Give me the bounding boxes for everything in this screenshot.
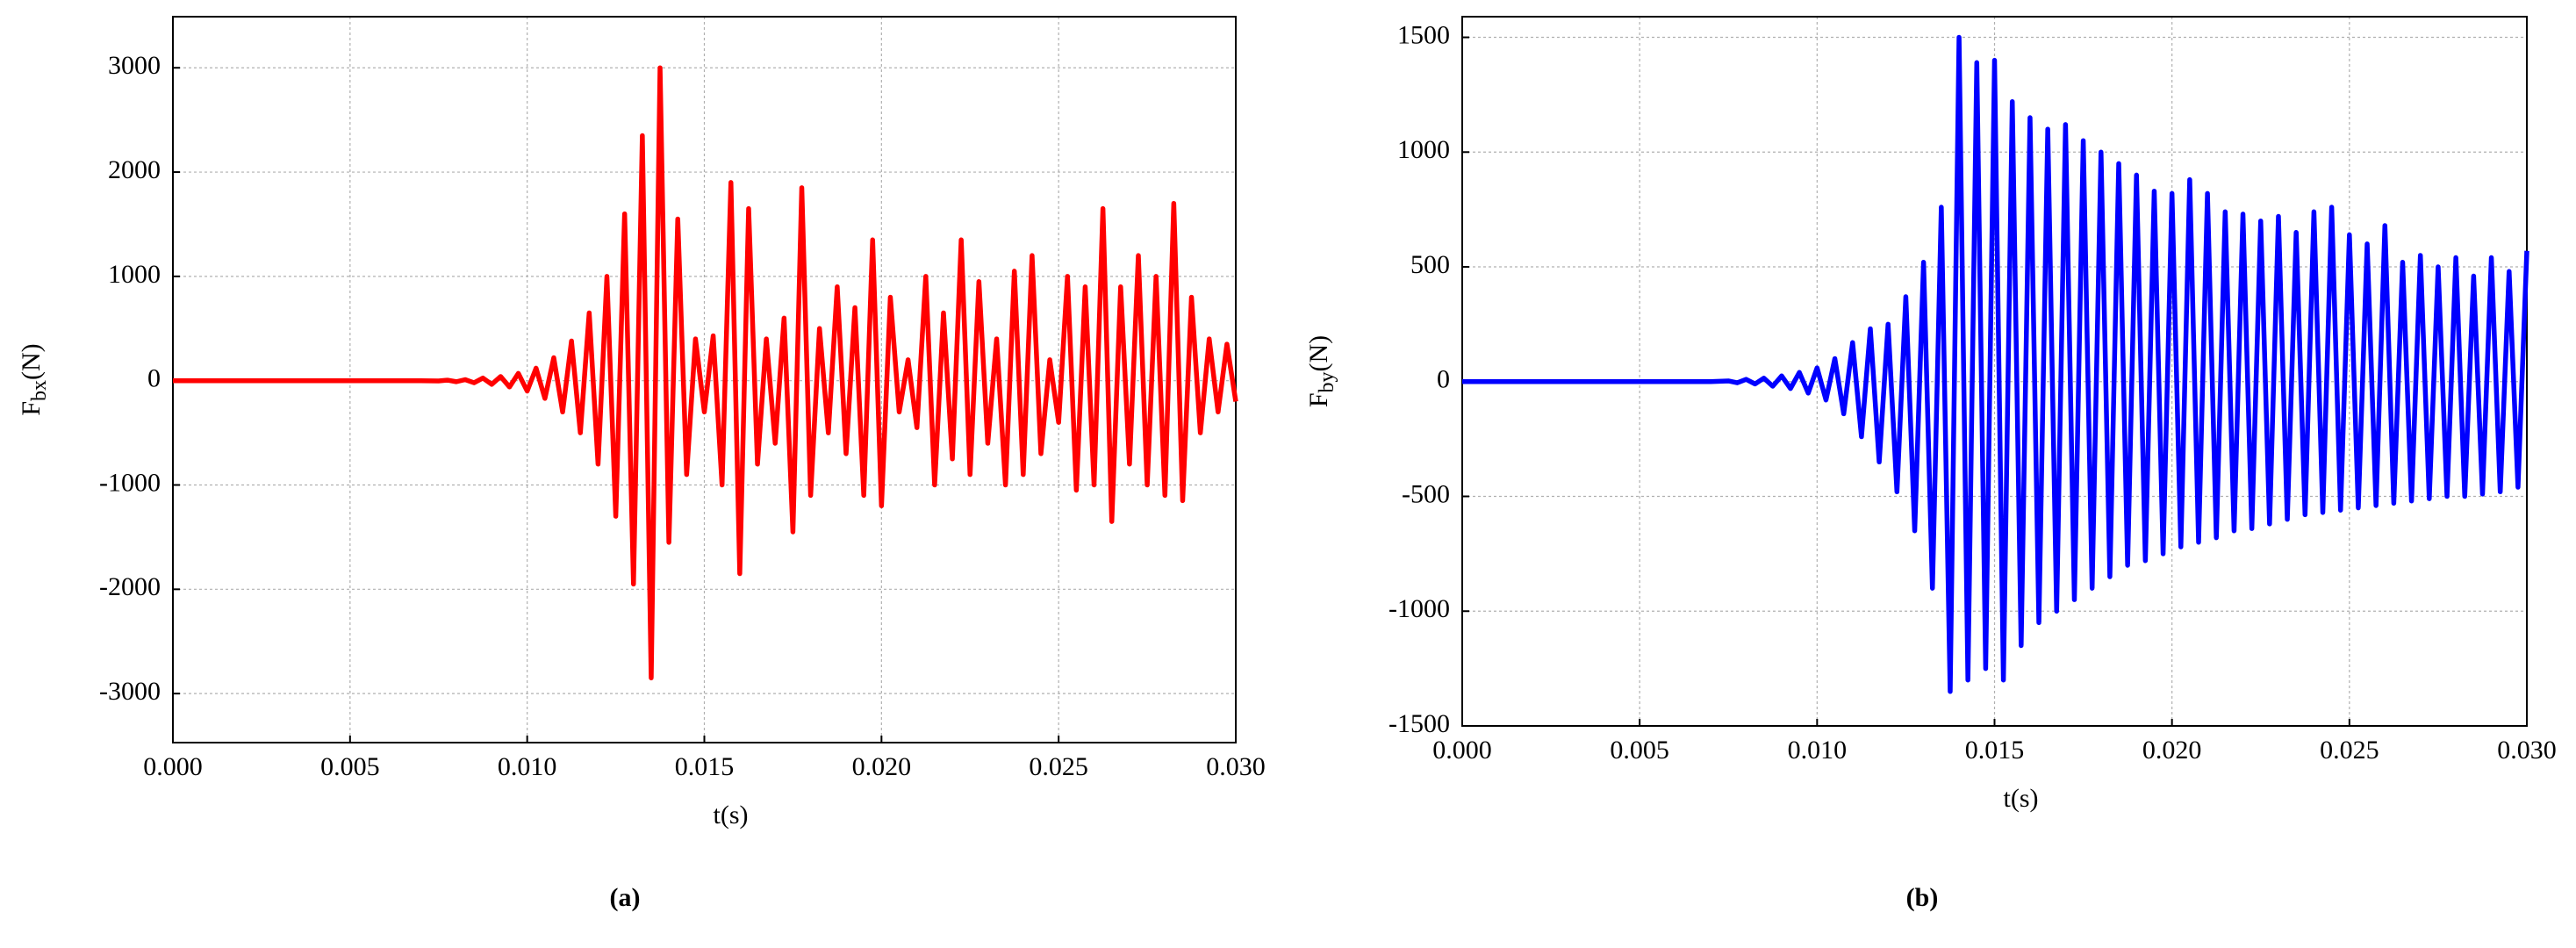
- y-tick-label: -1000: [1388, 594, 1450, 623]
- y-label-main: F: [17, 401, 46, 416]
- x-tick-label: 0.020: [852, 752, 912, 781]
- data-line: [1462, 34, 2529, 694]
- y-tick-label: 0: [147, 364, 161, 393]
- chart-panel: 0.000 0.005 0.010 0.015 0.020 0.025 0.030 -1500…: [1304, 16, 2557, 912]
- y-tick-label: -2000: [99, 572, 161, 601]
- panel-label: (b): [1906, 883, 1939, 912]
- x-tick-label: 0.025: [2320, 736, 2379, 765]
- y-label-unit: (N): [1304, 335, 1333, 372]
- y-tick-label: 3000: [108, 51, 161, 80]
- x-tick-label: 0.005: [1610, 736, 1669, 765]
- y-label-sub: bx: [28, 380, 51, 401]
- x-axis-label: t(s): [714, 801, 749, 830]
- y-label-unit: (N): [17, 343, 46, 380]
- x-tick-label: 0.015: [675, 752, 735, 781]
- x-tick-label: 0.030: [2497, 736, 2557, 765]
- y-tick-label: -1000: [99, 468, 161, 497]
- data-line: [173, 65, 1238, 681]
- y-tick-label: -3000: [99, 677, 161, 706]
- x-tick-label: 0.010: [1788, 736, 1848, 765]
- panel-label: (a): [610, 883, 641, 912]
- y-tick-label: -500: [1402, 479, 1450, 508]
- y-label-sub: by: [1316, 371, 1338, 392]
- y-tick-label: 1000: [1397, 135, 1450, 164]
- x-tick-label: 0.030: [1206, 752, 1266, 781]
- y-tick-label: 1500: [1397, 20, 1450, 49]
- y-tick-label: -1500: [1388, 709, 1450, 738]
- chart-panel: 0.000 0.005 0.010 0.015 0.020 0.025 0.030 -3000…: [17, 16, 1266, 912]
- x-tick-label: 0.010: [498, 752, 557, 781]
- y-axis-label: Fbx(N): [17, 343, 51, 415]
- x-tick-label: 0.000: [143, 752, 203, 781]
- x-tick-label: 0.000: [1432, 736, 1492, 765]
- y-axis-label: Fby(N): [1304, 335, 1338, 407]
- y-label-main: F: [1304, 392, 1333, 407]
- x-tick-label: 0.020: [2142, 736, 2202, 765]
- plot-frame: [1461, 16, 2528, 727]
- y-tick-label: 2000: [108, 155, 161, 184]
- y-tick-label: 0: [1437, 365, 1450, 394]
- x-tick-label: 0.005: [320, 752, 380, 781]
- y-tick-label: 500: [1410, 250, 1450, 279]
- y-tick-label: 1000: [108, 260, 161, 289]
- x-axis-label: t(s): [2004, 784, 2039, 813]
- x-tick-label: 0.015: [1965, 736, 2025, 765]
- x-tick-label: 0.025: [1029, 752, 1088, 781]
